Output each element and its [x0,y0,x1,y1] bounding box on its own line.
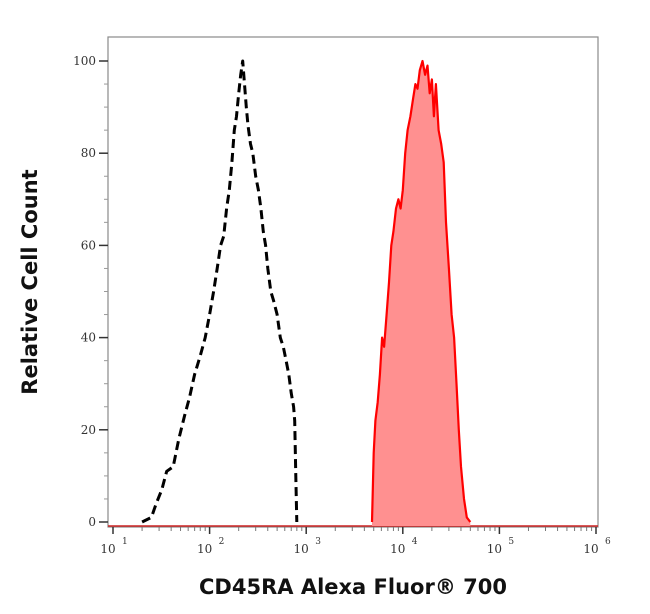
y-tick-label: 80 [81,146,96,160]
x-tick-exponent: 4 [412,537,418,547]
y-tick-label: 100 [73,54,96,68]
y-axis-title: Relative Cell Count [18,169,42,394]
x-tick-label: 10 [583,542,598,556]
series-fill-1 [372,61,471,526]
series-line-0 [141,59,299,524]
x-tick-label: 10 [197,542,212,556]
x-axis: 10 1 10 2 10 3 10 4 10 5 10 6 [100,527,611,556]
plot-frame [107,36,599,528]
y-tick-label: 20 [81,423,96,437]
y-tick-label: 0 [88,515,96,529]
x-tick-label: 10 [390,542,405,556]
x-tick-exponent: 5 [508,537,514,547]
series-line-1 [370,59,472,523]
y-tick-label: 60 [81,238,96,252]
x-tick-exponent: 2 [219,537,225,547]
x-tick-exponent: 1 [122,537,128,547]
x-tick-label: 10 [294,542,309,556]
x-tick-label: 10 [487,542,502,556]
x-tick-label: 10 [100,542,115,556]
y-axis: 0 20 40 60 80 100 [73,54,108,529]
y-tick-label: 40 [81,331,96,345]
series-layer [108,59,598,527]
x-tick-exponent: 6 [605,537,611,547]
x-tick-exponent: 3 [315,537,321,547]
x-axis-title: CD45RA Alexa Fluor® 700 [199,575,507,599]
